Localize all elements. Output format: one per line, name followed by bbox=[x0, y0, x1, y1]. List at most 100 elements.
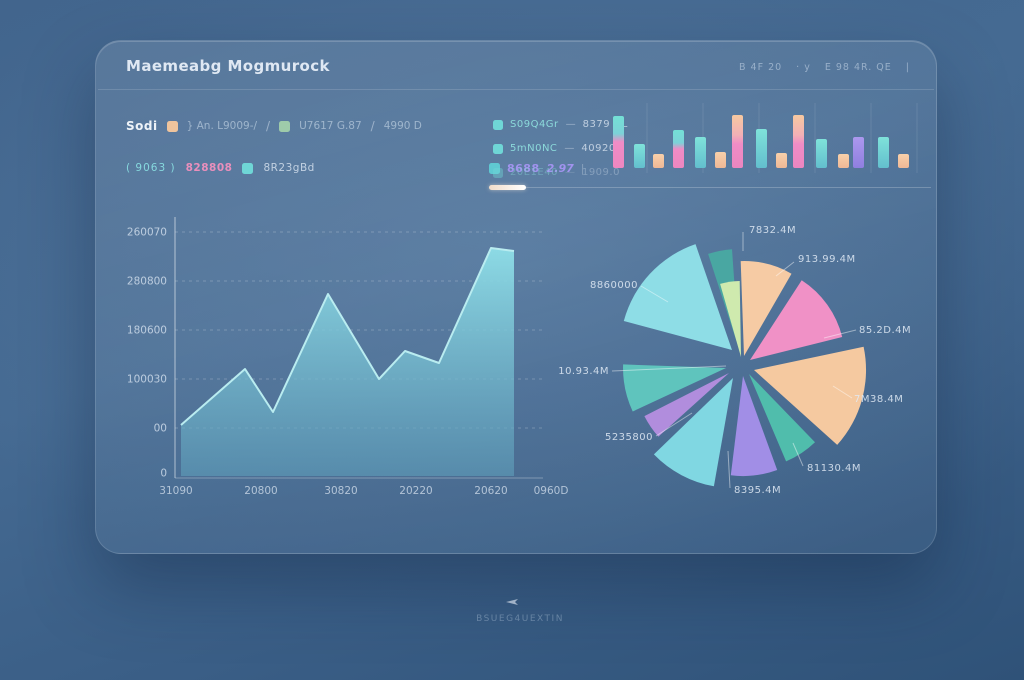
bar[interactable] bbox=[732, 115, 743, 168]
pie-slice[interactable] bbox=[623, 244, 732, 350]
header-meta-item-1[interactable]: B 4F 20 bbox=[739, 62, 783, 73]
pie-label: 85.2D.4M bbox=[859, 325, 911, 336]
series-name-3: 20E1E40 bbox=[510, 167, 558, 178]
pie-label-line bbox=[611, 365, 727, 372]
series-swatch-3 bbox=[493, 167, 503, 178]
bar[interactable] bbox=[715, 152, 726, 168]
legend-primary-label: Sodi bbox=[126, 119, 158, 133]
page-title: Maemeabg Mogmurock bbox=[126, 57, 330, 75]
pie-label: 7832.4M bbox=[749, 225, 796, 236]
pie-slice[interactable] bbox=[730, 376, 778, 477]
pie-label-line bbox=[655, 412, 693, 437]
bar[interactable] bbox=[673, 130, 684, 168]
y-axis-label: 280800 bbox=[127, 276, 167, 288]
series-dash-3: — bbox=[564, 167, 575, 178]
legend-row-2: ( 9063 ) 828808 8R23gBd bbox=[126, 162, 315, 174]
legend-row-2-right: 8688 2.97 | bbox=[489, 162, 584, 175]
legend-item-2: U7617 G.87 bbox=[299, 120, 362, 132]
pie-slice[interactable] bbox=[750, 280, 843, 360]
legend-paren-value: ( 9063 ) bbox=[126, 162, 176, 174]
pie-chart[interactable]: 8860000 7832.4M 913.99.4M 85.2D.4M 7M38.4M 81… bbox=[546, 216, 931, 506]
pie-slice[interactable] bbox=[623, 364, 726, 412]
pie-label: 913.99.4M bbox=[798, 254, 856, 265]
scroll-track[interactable] bbox=[489, 187, 931, 188]
series-name-1: S09Q4Gr bbox=[510, 119, 559, 130]
header-divider bbox=[98, 89, 934, 90]
bar[interactable] bbox=[634, 144, 645, 168]
legend-right-label: 8688 bbox=[507, 162, 540, 175]
pie-label: 10.93.4M bbox=[558, 366, 609, 377]
legend-right-divider: | bbox=[580, 162, 585, 175]
series-swatch-1 bbox=[493, 119, 503, 130]
pie-label: 81130.4M bbox=[807, 463, 861, 474]
pie-slice[interactable] bbox=[754, 346, 867, 445]
pie-slice[interactable] bbox=[708, 249, 739, 349]
bar[interactable] bbox=[756, 129, 767, 168]
bar[interactable] bbox=[816, 139, 827, 168]
bar[interactable] bbox=[653, 154, 664, 168]
pie-label-line bbox=[727, 450, 731, 489]
bar[interactable] bbox=[695, 137, 706, 168]
x-axis-label: 20800 bbox=[244, 485, 277, 497]
y-axis-label: 0 bbox=[160, 468, 167, 480]
y-axis-label: 180600 bbox=[127, 325, 167, 337]
legend-item-4: 8R23gBd bbox=[263, 162, 315, 174]
area-series-fill[interactable] bbox=[181, 248, 514, 476]
bar[interactable] bbox=[838, 154, 849, 168]
drag-handle-icon[interactable] bbox=[503, 597, 521, 607]
pie-label-line bbox=[792, 442, 804, 467]
series-value-1: 8379 NL bbox=[582, 119, 628, 130]
series-dash-2: — bbox=[564, 143, 575, 154]
pie-label: 8395.4M bbox=[734, 485, 781, 496]
legend-separator-1: / bbox=[266, 119, 271, 133]
pie-label: 5235800 bbox=[605, 432, 653, 443]
bar[interactable] bbox=[878, 137, 889, 168]
legend-swatch-orange[interactable] bbox=[166, 120, 178, 132]
footer-hint: BSUEG4UEXTIN bbox=[476, 614, 564, 624]
legend-swatch-teal[interactable] bbox=[242, 162, 254, 174]
pie-label-line bbox=[775, 261, 795, 277]
series-value-2: 40920 bbox=[581, 143, 616, 154]
series-dash-1: — bbox=[565, 119, 576, 130]
series-legend-item-3[interactable]: 20E1E40 — 1909.0 bbox=[493, 167, 620, 178]
bar[interactable] bbox=[853, 137, 864, 168]
x-axis-label: 20220 bbox=[399, 485, 432, 497]
pie-label: 8860000 bbox=[590, 280, 638, 291]
x-axis-label: 0960D bbox=[534, 485, 569, 497]
series-swatch-2 bbox=[493, 143, 503, 154]
legend-swatch-teal-2[interactable] bbox=[489, 163, 500, 174]
pie-slice[interactable] bbox=[740, 261, 792, 356]
header-meta-divider: | bbox=[905, 62, 910, 73]
y-axis-label: 00 bbox=[154, 423, 167, 435]
x-axis-label: 20620 bbox=[474, 485, 507, 497]
x-axis-label: 31090 bbox=[159, 485, 192, 497]
header-meta-item-3[interactable]: E 98 4R. QE bbox=[824, 62, 892, 73]
pie-slice[interactable] bbox=[653, 378, 733, 487]
pie-slice[interactable] bbox=[720, 281, 741, 357]
pie-slice[interactable] bbox=[644, 373, 729, 437]
bar[interactable] bbox=[776, 153, 787, 168]
legend-row-1: Sodi } An. L9009-/ / U7617 G.87 / 4990 D bbox=[126, 119, 422, 133]
pie-label-line bbox=[640, 285, 669, 303]
series-legend-item-1[interactable]: S09Q4Gr — 8379 NL bbox=[493, 119, 628, 130]
scroll-thumb[interactable] bbox=[489, 185, 526, 190]
bar[interactable] bbox=[898, 154, 909, 168]
pie-label: 7M38.4M bbox=[854, 394, 903, 405]
series-name-2: 5mN0NC bbox=[510, 143, 558, 154]
mini-bar-chart[interactable] bbox=[601, 101, 931, 201]
series-legend-item-2[interactable]: 5mN0NC — 40920 bbox=[493, 143, 616, 154]
pie-label-line bbox=[832, 385, 853, 399]
pie-slice[interactable] bbox=[749, 374, 815, 462]
legend-item-1: } An. L9009-/ bbox=[186, 120, 258, 132]
header-meta: B 4F 20 · y E 98 4R. QE | bbox=[739, 62, 910, 73]
legend-item-3: 4990 D bbox=[383, 120, 422, 132]
x-axis-label: 30820 bbox=[324, 485, 357, 497]
series-value-3: 1909.0 bbox=[581, 167, 620, 178]
bar[interactable] bbox=[613, 116, 624, 168]
area-series-line bbox=[180, 247, 515, 426]
legend-swatch-green[interactable] bbox=[279, 120, 291, 132]
legend-pink-value[interactable]: 828808 bbox=[185, 162, 233, 174]
header-meta-item-2[interactable]: · y bbox=[796, 62, 811, 73]
bar[interactable] bbox=[793, 115, 804, 168]
